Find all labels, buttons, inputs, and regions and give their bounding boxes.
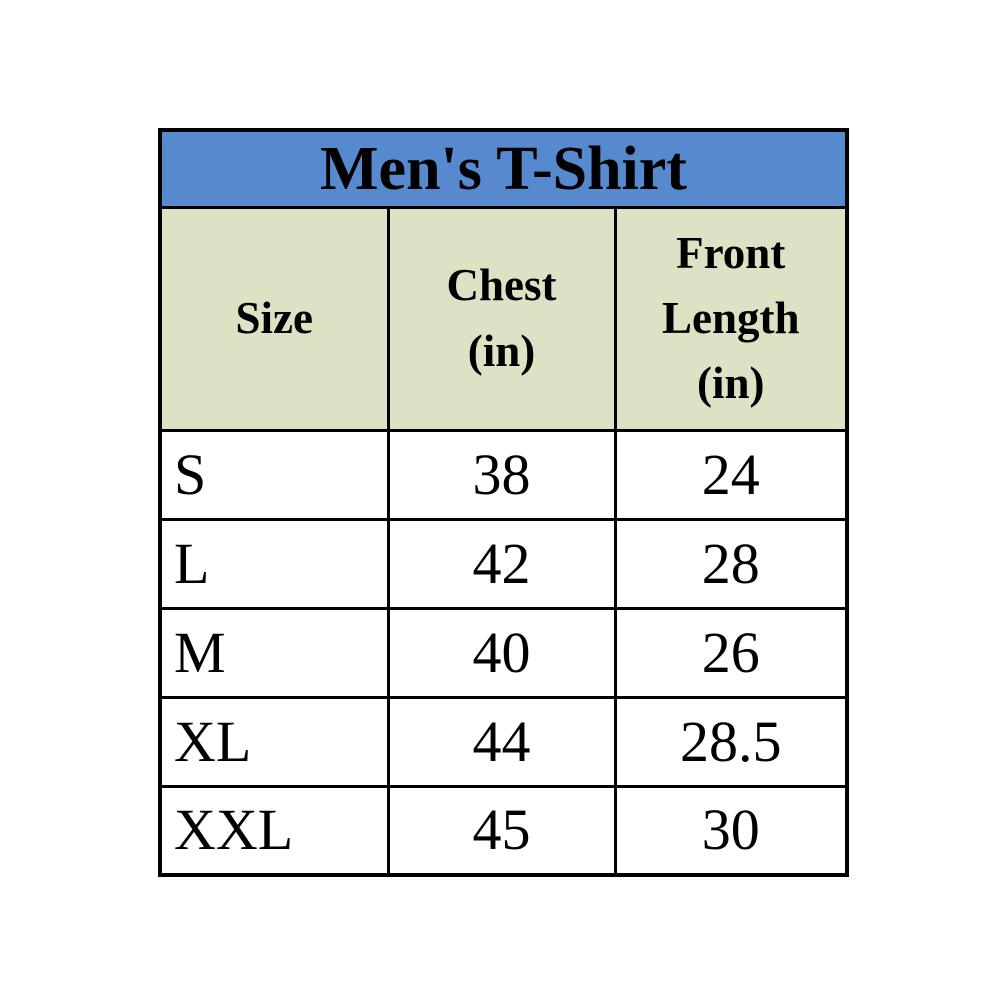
front-length-cell: 30 — [613, 784, 849, 877]
chest-cell: 45 — [386, 784, 617, 877]
table-title-row: Men's T-Shirt — [158, 128, 849, 209]
size-cell: XL — [158, 695, 390, 788]
column-header-chest: Chest (in) — [386, 205, 617, 432]
size-cell: XXL — [158, 784, 390, 877]
table-row: S 38 24 — [158, 428, 849, 521]
front-length-cell: 28.5 — [613, 695, 849, 788]
table-row: XXL 45 30 — [158, 784, 849, 877]
table-row: L 42 28 — [158, 517, 849, 610]
chest-cell: 40 — [386, 606, 617, 699]
chest-cell: 42 — [386, 517, 617, 610]
table-row: M 40 26 — [158, 606, 849, 699]
table-title: Men's T-Shirt — [158, 128, 849, 209]
size-cell: S — [158, 428, 390, 521]
column-header-front-length: Front Length (in) — [613, 205, 849, 432]
table-row: XL 44 28.5 — [158, 695, 849, 788]
front-length-cell: 24 — [613, 428, 849, 521]
chest-cell: 38 — [386, 428, 617, 521]
front-length-cell: 28 — [613, 517, 849, 610]
size-cell: M — [158, 606, 390, 699]
size-cell: L — [158, 517, 390, 610]
table-header-row: Size Chest (in) Front Length (in) — [158, 205, 849, 432]
size-chart-table: Men's T-Shirt Size Chest (in) Front Leng… — [158, 128, 849, 877]
front-length-cell: 26 — [613, 606, 849, 699]
chest-cell: 44 — [386, 695, 617, 788]
column-header-size: Size — [158, 205, 390, 432]
